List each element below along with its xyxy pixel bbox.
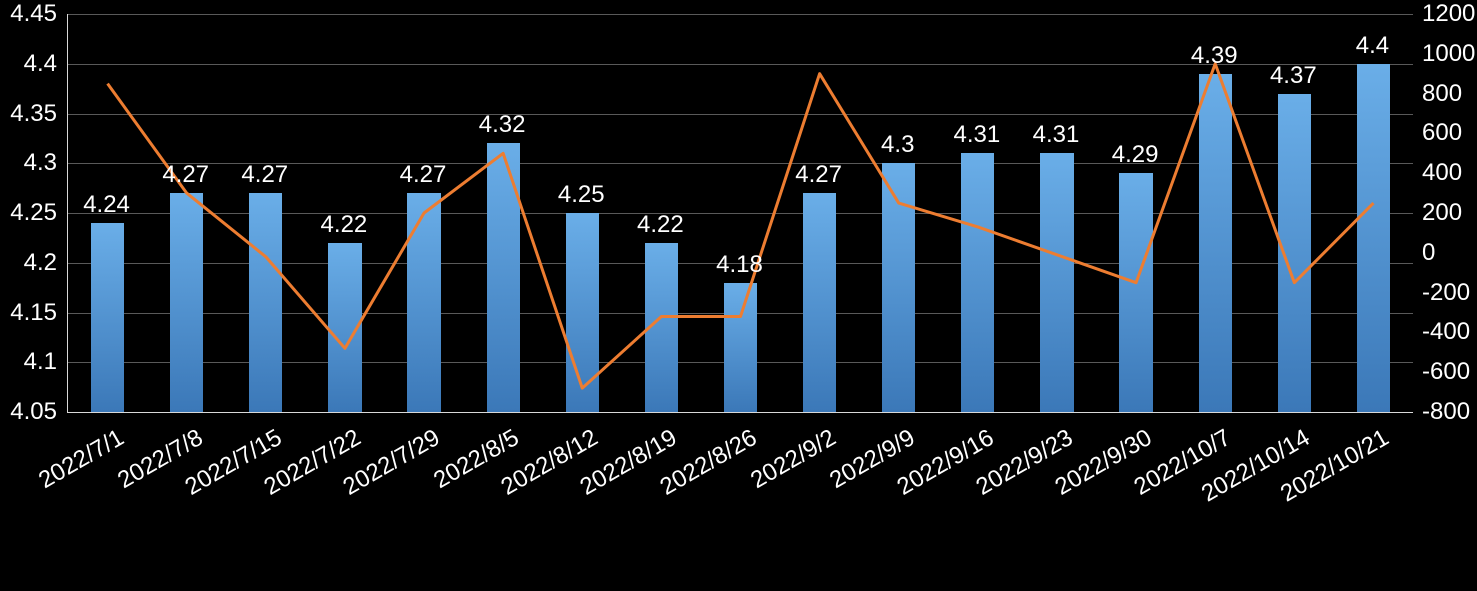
bar-data-label: 4.22: [321, 211, 368, 239]
y-left-tick-label: 4.3: [0, 149, 57, 177]
y-right-tick-label: -400: [1422, 318, 1470, 346]
bar-data-label: 4.27: [162, 161, 209, 189]
y-right-tick-label: 800: [1422, 80, 1462, 108]
y-right-tick-label: 200: [1422, 199, 1462, 227]
y-left-tick-label: 4.25: [0, 199, 57, 227]
bar-data-label: 4.29: [1112, 141, 1159, 169]
y-left-tick-label: 4.35: [0, 100, 57, 128]
line-series: [68, 14, 1413, 412]
bar-data-label: 4.25: [558, 181, 605, 209]
bar-data-label: 4.27: [400, 161, 447, 189]
bar-data-label: 4.24: [83, 191, 130, 219]
y-left-tick-label: 4.15: [0, 299, 57, 327]
y-right-tick-label: 0: [1422, 239, 1435, 267]
x-tick-label: 2022/9/2: [746, 424, 841, 495]
line-path: [108, 64, 1374, 388]
y-right-tick-label: -200: [1422, 279, 1470, 307]
bar-data-label: 4.27: [241, 161, 288, 189]
bar-data-label: 4.22: [637, 211, 684, 239]
combo-chart: 4.05 4.1 4.15 4.2 4.25 4.3 4.35 4.4 4.45 -800 -600…: [0, 0, 1477, 591]
bar-data-label: 4.31: [1033, 121, 1080, 149]
y-left-tick-label: 4.1: [0, 348, 57, 376]
y-right-tick-label: -800: [1422, 398, 1470, 426]
y-right-tick-label: 400: [1422, 159, 1462, 187]
y-right-tick-label: -600: [1422, 358, 1470, 386]
y-left-tick-label: 4.2: [0, 249, 57, 277]
y-right-tick-label: 600: [1422, 119, 1462, 147]
y-right-tick-label: 1200: [1422, 0, 1475, 28]
y-left-tick-label: 4.4: [0, 50, 57, 78]
y-left-tick-label: 4.05: [0, 398, 57, 426]
bar-data-label: 4.3: [881, 131, 914, 159]
y-right-tick-label: 1000: [1422, 40, 1475, 68]
bar-data-label: 4.18: [716, 251, 763, 279]
bar-data-label: 4.39: [1191, 42, 1238, 70]
y-left-tick-label: 4.45: [0, 0, 57, 28]
x-tick-label: 2022/7/1: [34, 424, 129, 495]
bar-data-label: 4.4: [1356, 32, 1389, 60]
bar-data-label: 4.27: [795, 161, 842, 189]
bar-data-label: 4.37: [1270, 62, 1317, 90]
bar-data-label: 4.32: [479, 111, 526, 139]
plot-area: [67, 14, 1413, 413]
bar-data-label: 4.31: [953, 121, 1000, 149]
